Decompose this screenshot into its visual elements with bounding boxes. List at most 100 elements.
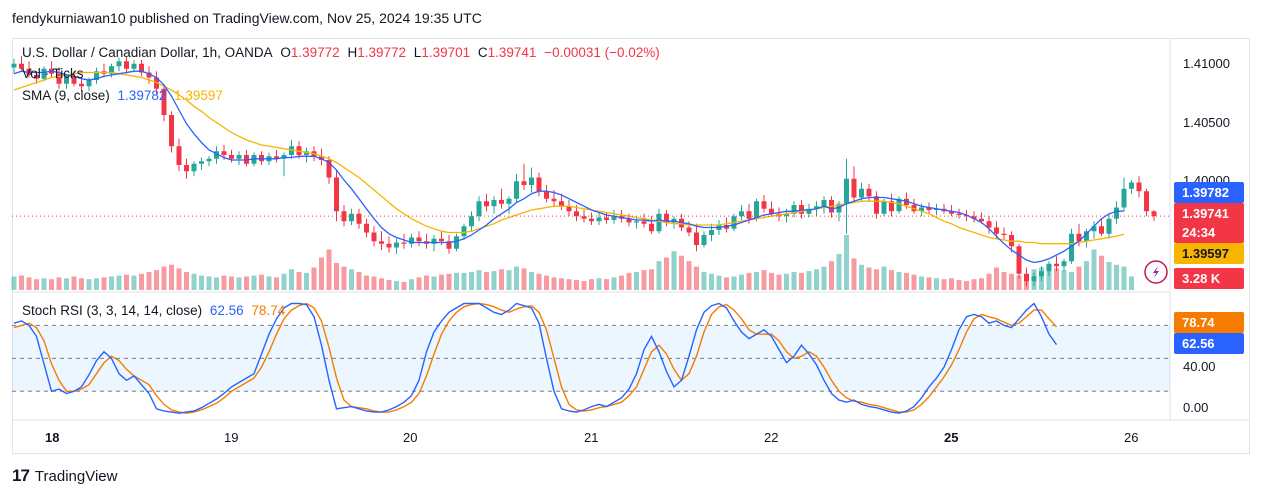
- candle-body: [919, 207, 924, 212]
- stoch-legend[interactable]: Stoch RSI (3, 3, 14, 14, close) 62.56 78…: [22, 303, 289, 318]
- volume-bar: [64, 278, 69, 290]
- volume-bar: [1114, 264, 1119, 290]
- stoch-k-value: 62.56: [209, 303, 244, 318]
- price-tick-2: 1.40500: [1183, 115, 1230, 130]
- candle-body: [536, 177, 542, 192]
- volume-bar: [86, 279, 92, 290]
- candle-body: [521, 181, 527, 185]
- volume-bar: [491, 271, 497, 290]
- volume-bar: [229, 276, 234, 290]
- candle-body: [416, 237, 422, 242]
- volume-bar: [206, 276, 212, 290]
- volume-bar: [761, 270, 767, 290]
- volume-bar: [784, 273, 789, 290]
- volume-bar: [911, 274, 917, 290]
- volume-bar: [701, 271, 707, 290]
- candle-body: [596, 217, 602, 222]
- sma-fast-value: 1.39782: [117, 88, 167, 103]
- volume-bar: [664, 257, 669, 290]
- volume-bar: [446, 273, 452, 290]
- volume-bar: [656, 261, 662, 290]
- volume-bar: [776, 274, 782, 290]
- candle-body: [656, 213, 662, 232]
- volume-bar: [604, 279, 609, 290]
- volume-bar: [581, 280, 587, 290]
- candle-body: [1054, 263, 1059, 267]
- candle-body: [701, 235, 707, 245]
- volume-bar: [596, 278, 602, 290]
- volume-bar: [221, 275, 227, 290]
- volume-bar: [476, 270, 482, 290]
- stoch-tick-40: 40.00: [1183, 359, 1216, 374]
- candle-body: [709, 230, 714, 235]
- symbol-legend[interactable]: U.S. Dollar / Canadian Dollar, 1h, OANDA…: [22, 45, 664, 60]
- volume-bar: [1009, 273, 1014, 290]
- x-label-25: 25: [944, 430, 959, 445]
- volume-bar: [559, 278, 564, 290]
- volume-bar: [949, 278, 954, 290]
- ohlc-change: −0.00031 (−0.02%): [544, 45, 660, 60]
- volume-legend[interactable]: Vol · Ticks: [22, 66, 88, 81]
- candle-body: [326, 160, 332, 178]
- candle-body: [874, 196, 879, 214]
- candle-body: [161, 88, 167, 115]
- candle-body: [1031, 276, 1037, 282]
- candle-body: [791, 205, 797, 214]
- volume-bar: [986, 273, 992, 290]
- candle-body: [1061, 261, 1067, 267]
- candle-body: [506, 198, 512, 204]
- volume-bar: [296, 271, 302, 290]
- volume-bar: [919, 276, 924, 290]
- ohlc-high: H1.39772: [347, 45, 407, 60]
- candle-body: [634, 221, 639, 223]
- volume-bar: [611, 277, 617, 290]
- candle-body: [1084, 231, 1089, 242]
- volume-bar: [244, 276, 249, 290]
- candle-body: [994, 227, 999, 234]
- candle-body: [851, 178, 857, 198]
- volume-bar: [934, 278, 939, 290]
- candle-body: [889, 201, 894, 212]
- candle-body: [769, 208, 774, 214]
- candle-body: [641, 221, 647, 224]
- footer-brand[interactable]: 17 TradingView: [12, 466, 117, 486]
- volume-bar: [964, 280, 969, 290]
- candle-body: [739, 211, 744, 217]
- candle-body: [821, 200, 827, 207]
- ohlc-low: L1.39701: [413, 45, 471, 60]
- volume-bar: [619, 275, 624, 290]
- sma-name: SMA (9, close): [22, 88, 110, 103]
- sma-slow-line: [13, 71, 1125, 245]
- candle-body: [124, 61, 129, 69]
- candle-body: [1099, 226, 1104, 234]
- tradingview-logo-icon: 17: [12, 466, 30, 485]
- candle-body: [409, 237, 414, 244]
- volume-bar: [746, 272, 752, 290]
- candle-body: [169, 115, 174, 147]
- sma-slow-value: 1.39597: [174, 88, 223, 103]
- candle-body: [544, 191, 549, 199]
- sma-fast-line: [13, 70, 1125, 264]
- volume-bar: [131, 275, 137, 290]
- volume-bar: [94, 278, 99, 290]
- volume-bar: [821, 266, 827, 290]
- candle-body: [446, 241, 452, 249]
- chart-frame[interactable]: [12, 38, 1250, 454]
- volume-bar: [1129, 276, 1134, 290]
- volume-bar: [184, 271, 189, 290]
- volume-bar: [304, 272, 309, 290]
- volume-bar: [1076, 266, 1082, 290]
- volume-bar: [431, 276, 437, 290]
- candle-body: [949, 211, 954, 214]
- volume-bar: [116, 275, 122, 290]
- volume-bar: [1046, 266, 1052, 290]
- volume-bar: [26, 277, 32, 290]
- volume-bar: [709, 273, 714, 290]
- volume-bar: [439, 274, 444, 290]
- volume-bar: [836, 253, 842, 290]
- volume-bar: [889, 270, 894, 290]
- sma-legend[interactable]: SMA (9, close) 1.39782 1.39597: [22, 88, 227, 103]
- candle-body: [806, 208, 812, 214]
- candle-body: [1016, 246, 1022, 274]
